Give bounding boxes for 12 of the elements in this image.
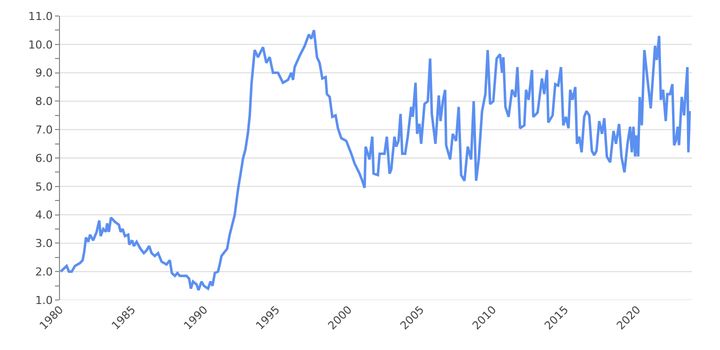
y-tick-label: 11.0 (28, 10, 53, 23)
y-tick-label: 8.0 (35, 95, 53, 108)
y-tick-label: 5.0 (35, 180, 53, 194)
y-tick-label: 9.0 (35, 66, 53, 80)
line-series (60, 28, 691, 292)
y-tick-label: 10.0 (28, 38, 53, 52)
y-tick-label: 6.0 (35, 152, 53, 165)
y-tick-label: 3.0 (35, 237, 53, 250)
y-tick-label: 4.0 (35, 208, 53, 222)
y-tick-label: 2.0 (35, 265, 53, 278)
y-tick-label: 1.0 (35, 294, 53, 307)
y-tick-label: 7.0 (35, 123, 53, 136)
